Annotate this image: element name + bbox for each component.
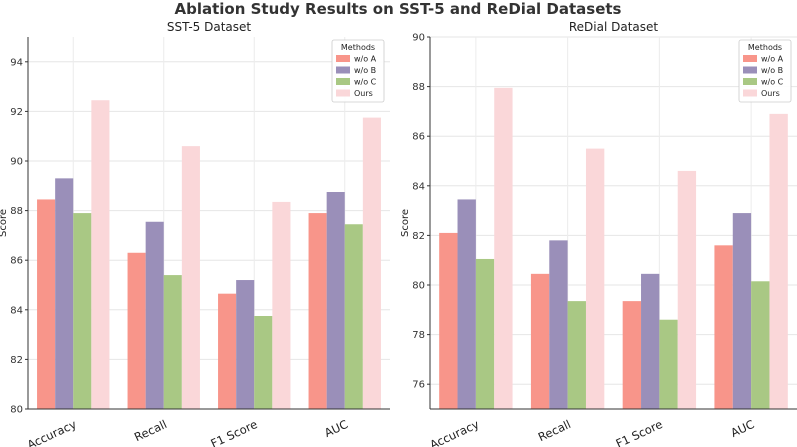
bar-w-o-a-f1-score [218,293,237,409]
y-tick-label: 90 [412,33,425,44]
legend-swatch [336,78,350,85]
y-tick-label: 88 [412,82,425,93]
legend-label: w/o A [354,55,377,64]
figure-title: Ablation Study Results on SST-5 and ReDi… [175,0,622,18]
y-tick-label: 88 [10,206,23,217]
y-tick-label: 80 [412,281,425,292]
bar-w-o-a-recall [127,252,146,409]
bar-w-o-b-auc [326,192,345,409]
bar-w-o-a-auc [308,213,327,409]
legend-label: w/o B [354,66,376,75]
bar-ours-accuracy [91,100,110,410]
bar-w-o-c-recall [163,275,182,409]
y-tick-label: 82 [10,355,23,366]
y-tick-label: 90 [10,157,23,168]
bar-w-o-b-accuracy [457,199,476,409]
y-tick-label: 94 [10,57,23,68]
bar-ours-recall [585,148,605,409]
legend-title: Methods [341,43,375,52]
bar-w-o-b-accuracy [55,178,74,409]
legend-swatch [743,78,757,85]
bar-w-o-c-f1-score [659,319,678,409]
y-tick-label: 84 [10,305,23,316]
legend-label: Ours [761,89,780,98]
legend-label: w/o A [761,55,784,64]
y-tick-label: 78 [412,330,425,341]
bar-w-o-c-accuracy [475,258,495,409]
bar-w-o-a-f1-score [622,301,642,409]
legend-swatch [743,55,757,62]
bar-ours-accuracy [494,87,513,409]
x-tick-label: Recall [536,417,573,444]
y-tick-label: 76 [412,380,425,391]
legend-swatch [336,89,350,97]
y-tick-label: 80 [10,405,23,416]
subplot-title: ReDial Dataset [569,20,659,34]
bar-w-o-b-f1-score [641,273,660,409]
legend-title: Methods [748,43,782,52]
y-axis-label: Score [0,209,9,237]
subplot-title: SST-5 Dataset [167,20,252,34]
bar-ours-auc [769,113,788,409]
legend-swatch [336,55,350,62]
legend-label: w/o C [761,78,784,87]
bar-ours-auc [362,117,381,409]
bar-w-o-c-f1-score [254,316,273,409]
x-tick-label: Accuracy [25,417,79,447]
y-tick-label: 84 [412,181,425,192]
bar-w-o-b-recall [549,240,568,409]
bar-w-o-b-recall [145,221,164,409]
legend-swatch [336,66,350,74]
bar-ours-recall [181,146,200,409]
y-tick-label: 86 [412,132,425,143]
bar-w-o-a-accuracy [37,199,56,409]
bar-w-o-c-auc [751,281,770,409]
bar-w-o-c-auc [344,224,363,409]
bar-w-o-c-recall [567,301,586,409]
bar-w-o-b-auc [732,213,752,409]
x-tick-label: Accuracy [428,417,482,447]
bar-ours-f1-score [677,170,697,409]
bar-w-o-b-f1-score [236,280,255,409]
bar-w-o-a-recall [530,273,550,409]
x-tick-label: F1 Score [614,417,665,447]
legend-swatch [743,89,757,97]
legend-label: w/o C [354,78,377,87]
bar-w-o-c-accuracy [73,213,92,409]
chart-panel-1: 80 82 84 86 88 90 92 94 Accuracy Recall F1 Score AU… [0,20,390,447]
legend-label: w/o B [761,66,783,75]
x-tick-label: Recall [132,417,169,444]
chart-panel-2: 76 78 80 82 84 86 88 90 Accuracy Recall F1 Score AU… [400,20,797,447]
y-tick-label: 92 [10,107,23,118]
x-tick-label: AUC [322,417,350,440]
y-tick-label: 86 [10,256,23,267]
y-axis-label: Score [400,209,411,237]
bar-ours-f1-score [272,201,291,409]
bar-w-o-a-accuracy [439,232,458,409]
y-tick-label: 82 [412,231,425,242]
legend-swatch [743,66,757,74]
x-tick-label: AUC [728,417,756,440]
legend-label: Ours [354,89,373,98]
bar-w-o-a-auc [714,245,733,409]
x-tick-label: F1 Score [208,417,259,447]
